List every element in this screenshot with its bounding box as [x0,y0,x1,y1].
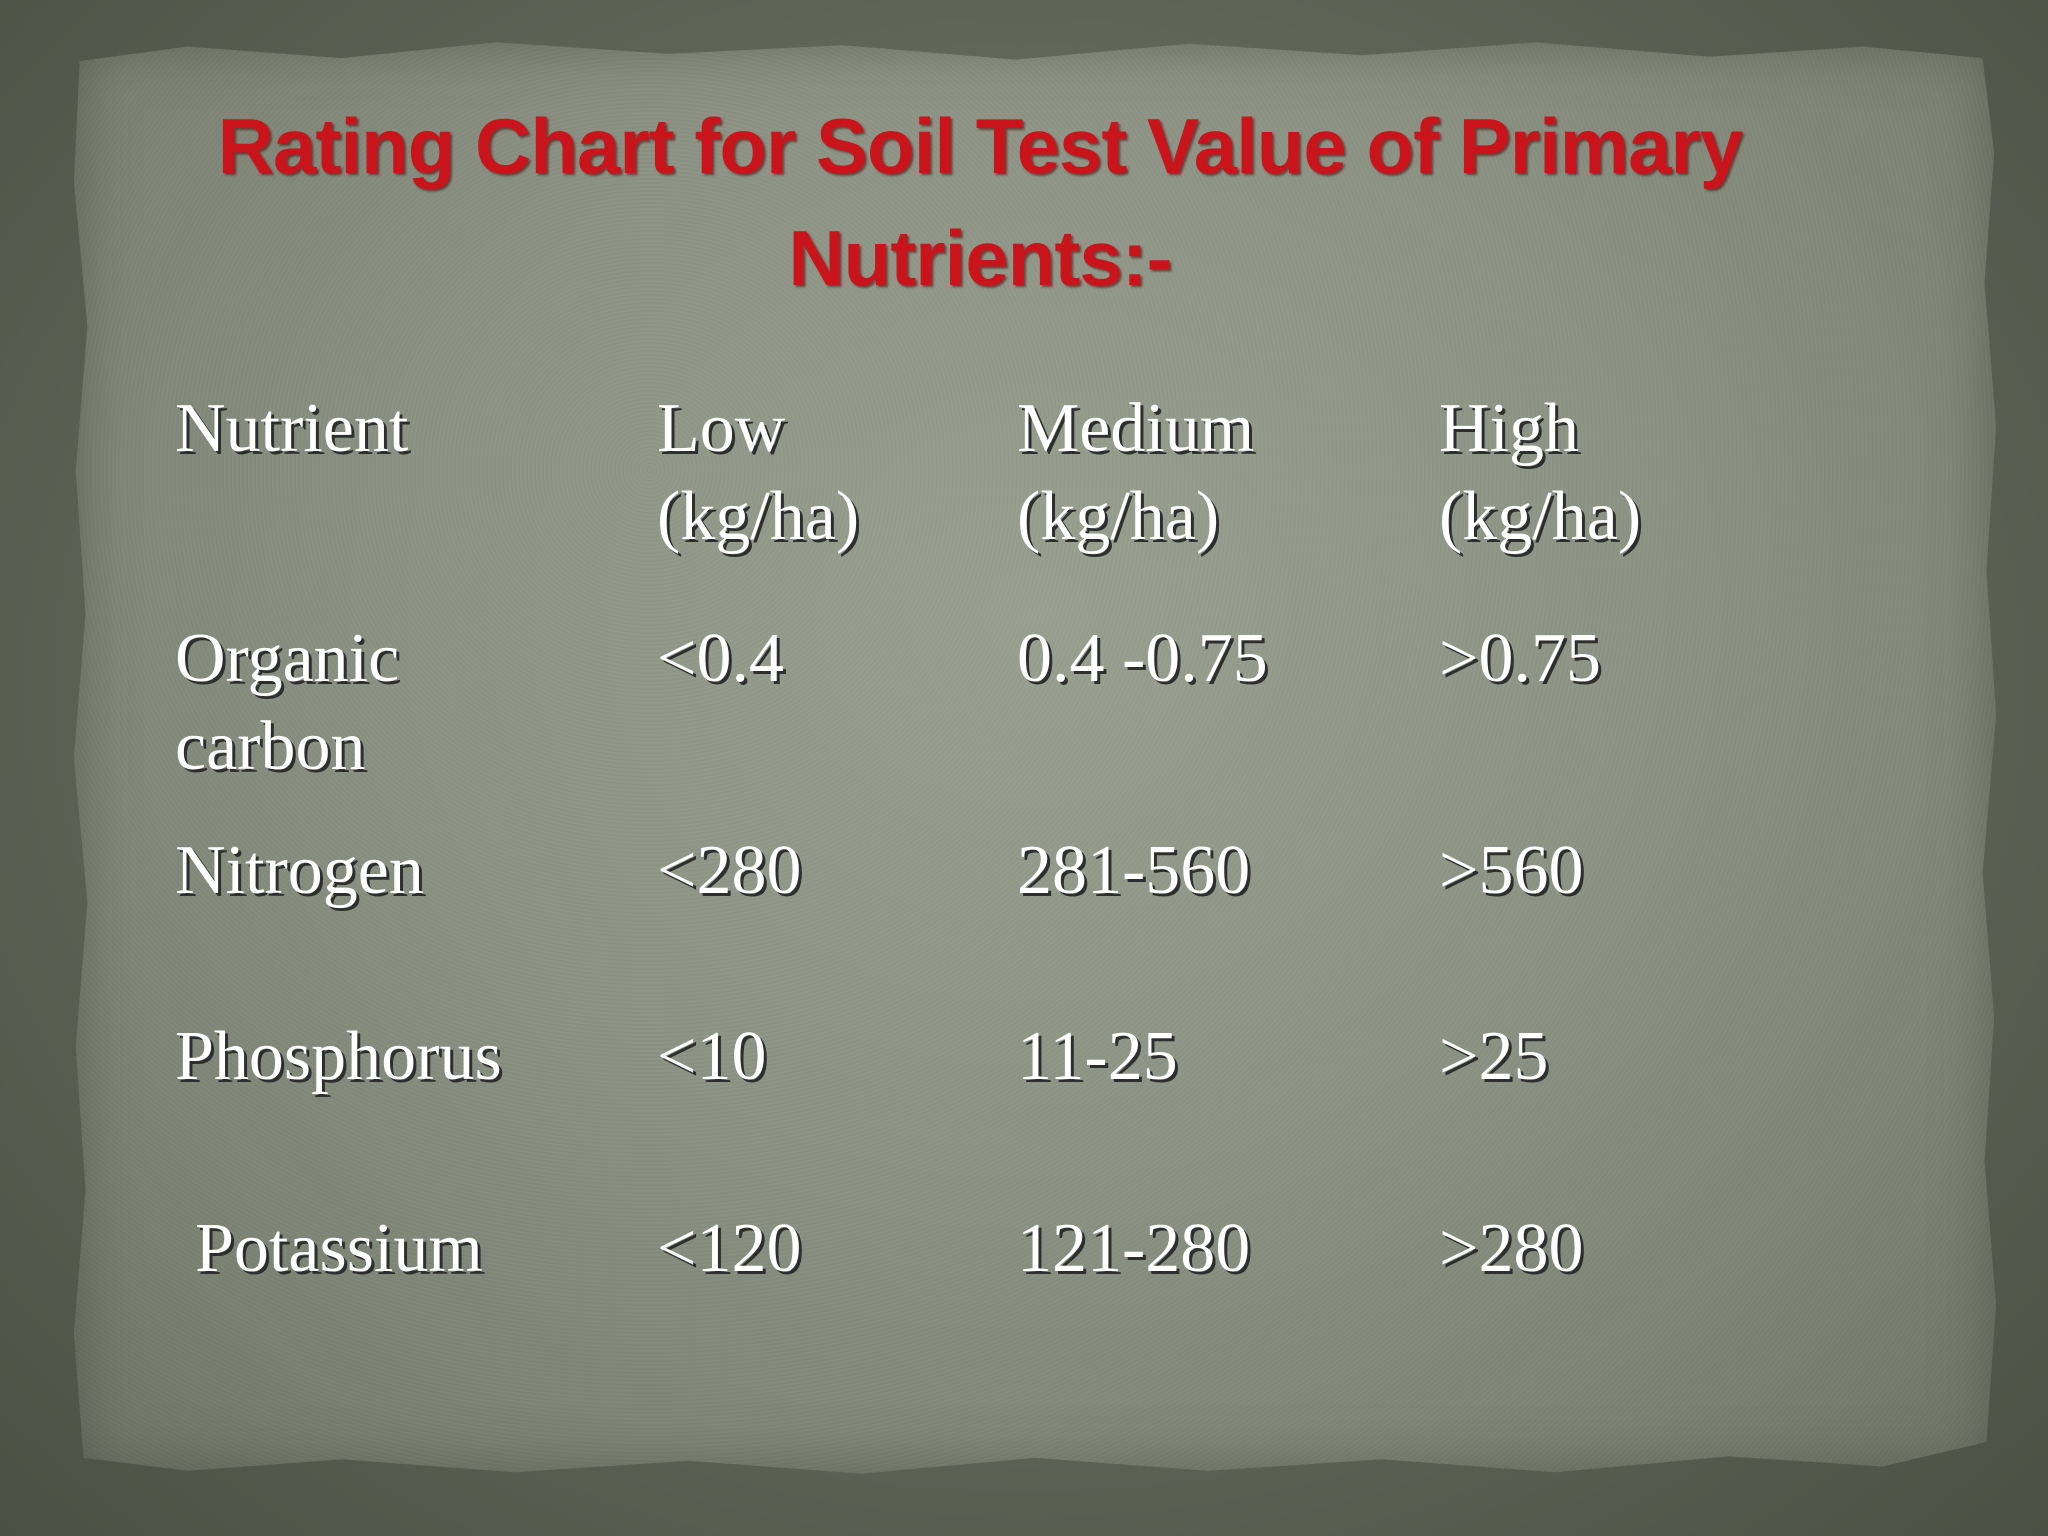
paper-texture [73,42,1997,1474]
cell-high: >280 [1439,1210,1584,1287]
cell-nutrient: Potassium [195,1210,483,1287]
header-high-unit: (kg/ha) [1439,478,1642,555]
cell-high: >25 [1439,1018,1549,1095]
cell-medium: 0.4 -0.75 [1017,620,1268,697]
header-medium-unit: (kg/ha) [1017,478,1220,555]
nutrient-name-line-1: Organic [175,620,400,697]
paper-background [73,42,1997,1474]
table-row-phosphorus: Phosphorus <10 11-25 >25 [175,1013,1755,1205]
cell-medium: 11-25 [1017,1018,1178,1095]
header-medium: Medium (kg/ha) [1017,385,1439,615]
header-low-label: Low [657,390,786,467]
table-header-row: Nutrient Low (kg/ha) Medium (kg/ha) High… [175,385,1755,615]
table-row-potassium: Potassium <120 121-280 >280 [175,1205,1755,1325]
header-low-unit: (kg/ha) [657,478,860,555]
header-low: Low (kg/ha) [657,385,1017,615]
title-line-1: Rating Chart for Soil Test Value of Prim… [217,102,1744,190]
slide-title: Rating Chart for Soil Test Value of Prim… [120,90,1840,314]
cell-nutrient: Organic carbon [175,615,657,827]
cell-high: >560 [1439,832,1584,909]
table-row-organic-carbon: Organic carbon <0.4 0.4 -0.75 >0.75 [175,615,1755,827]
header-nutrient: Nutrient [175,385,657,615]
cell-nutrient: Phosphorus [175,1018,502,1095]
header-high: High (kg/ha) [1439,385,1755,615]
table-row-nitrogen: Nitrogen <280 281-560 >560 [175,827,1755,1013]
header-high-label: High [1439,390,1579,467]
cell-low: <0.4 [657,620,784,697]
cell-medium: 121-280 [1017,1210,1251,1287]
cell-low: <10 [657,1018,767,1095]
cell-high: >0.75 [1439,620,1601,697]
header-medium-label: Medium [1017,390,1255,467]
cell-low: <120 [657,1210,802,1287]
header-nutrient-label: Nutrient [175,390,409,467]
cell-medium: 281-560 [1017,832,1251,909]
cell-nutrient: Nitrogen [175,832,424,909]
rating-table: Nutrient Low (kg/ha) Medium (kg/ha) High… [175,385,1755,1325]
cell-low: <280 [657,832,802,909]
title-line-2: Nutrients:- [788,214,1172,302]
nutrient-name-line-2: carbon [175,708,366,785]
